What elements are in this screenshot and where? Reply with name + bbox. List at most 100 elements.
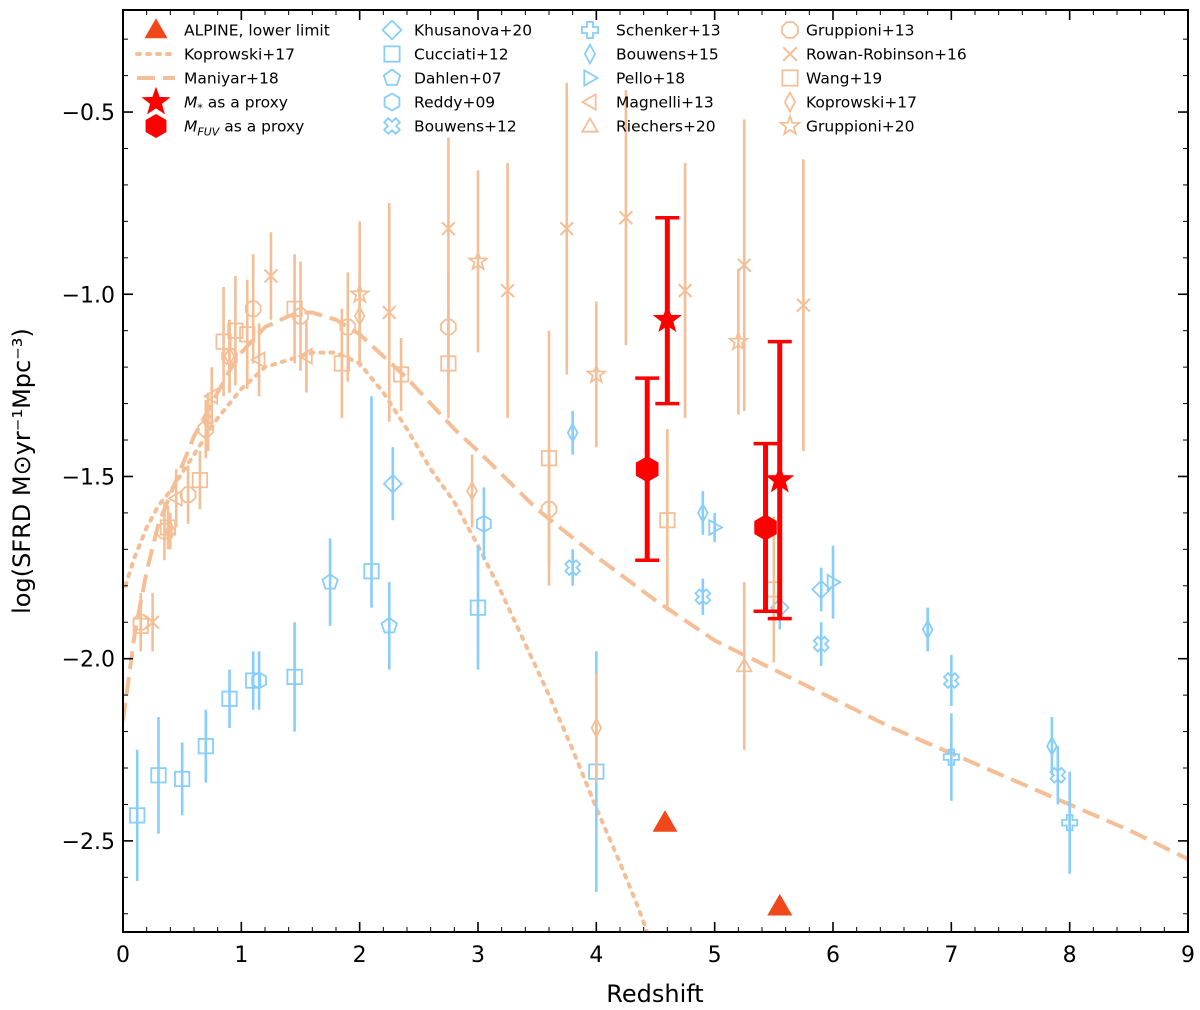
x-tick-label: 8 — [1063, 943, 1077, 968]
data-point — [348, 282, 371, 304]
data-point — [811, 579, 832, 600]
legend-label: M* as a proxy — [184, 94, 288, 115]
data-point — [339, 318, 357, 336]
data-point — [1061, 814, 1079, 832]
legend-marker — [382, 68, 402, 86]
legend-label: Rowan-Robinson+16 — [806, 46, 967, 64]
data-point — [769, 597, 790, 618]
x-tick-label: 1 — [234, 943, 248, 968]
data-point — [694, 588, 712, 606]
data-point — [826, 573, 843, 591]
data-point — [197, 738, 214, 755]
legend-marker — [781, 21, 799, 39]
legend-label: Bouwens+12 — [414, 118, 517, 136]
axes: 0 1 2 3 4 5 6 7 8 9 −2.5 −2.0 −1.5 −1.0 −0.5 — [62, 10, 1195, 968]
legend-marker — [580, 116, 600, 133]
data-point — [150, 767, 167, 784]
y-tick-label: −0.5 — [62, 101, 115, 126]
legend-label: Koprowski+17 — [184, 46, 295, 64]
x-tick-label: 5 — [708, 943, 722, 968]
data-point — [292, 307, 309, 325]
data-point — [708, 518, 724, 537]
legend-marker — [781, 69, 799, 87]
legend-label: Bouwens+15 — [616, 46, 719, 64]
legend-label: ALPINE, lower limit — [184, 22, 330, 40]
data-point — [321, 573, 339, 590]
x-tick-label: 9 — [1181, 943, 1195, 968]
model-curves — [123, 310, 1188, 932]
data-point — [202, 387, 219, 406]
alpine-lower-limit — [767, 893, 793, 916]
y-tick-label: −1.5 — [62, 465, 115, 490]
legend-label-rest: as a proxy — [203, 94, 288, 112]
data-point — [250, 351, 266, 369]
x-tick-label: 7 — [944, 943, 958, 968]
data-point — [174, 770, 191, 788]
legend-label: Reddy+09 — [414, 94, 495, 112]
data-point — [297, 347, 313, 366]
data-point — [382, 473, 403, 494]
series-pello-18 — [708, 512, 843, 619]
x-tick-label: 2 — [353, 943, 367, 968]
legend-marker — [580, 92, 597, 112]
legend-label: MFUV as a proxy — [184, 118, 304, 139]
legend-marker — [381, 19, 403, 41]
data-point — [202, 411, 215, 433]
legend-marker — [383, 45, 401, 63]
data-point — [392, 366, 410, 383]
x-axis-title: Redshift — [606, 980, 703, 1008]
series-gruppioni-20 — [348, 170, 750, 448]
x-tick-label: 3 — [471, 943, 485, 968]
legend-marker — [141, 86, 171, 115]
legend-label: Schenker+13 — [616, 22, 721, 40]
legend-label-main: M — [184, 118, 197, 136]
legend-marker — [144, 18, 168, 39]
legend-label: Cucciati+12 — [414, 46, 509, 64]
alpine-m-as-a-proxy — [652, 215, 795, 621]
legend-marker — [783, 90, 797, 114]
data-point — [540, 450, 558, 467]
data-point — [221, 690, 238, 707]
legend-marker — [583, 68, 600, 88]
alpine-points — [635, 215, 795, 916]
data-point — [812, 635, 830, 653]
legend-marker — [583, 42, 597, 66]
legend-marker — [581, 21, 599, 39]
x-tick-label: 6 — [826, 943, 840, 968]
y-tick-label: −2.5 — [62, 830, 115, 855]
legend-label: Riechers+20 — [616, 118, 716, 136]
data-point — [500, 283, 515, 298]
data-point — [659, 512, 676, 529]
legend-label: Magnelli+13 — [616, 94, 714, 112]
data-point — [363, 563, 380, 580]
data-point — [1046, 735, 1058, 757]
data-point — [382, 305, 397, 320]
data-point — [677, 283, 693, 298]
data-point — [466, 480, 478, 502]
legend-label: Gruppioni+13 — [806, 22, 915, 40]
data-point — [263, 268, 279, 284]
data-point — [164, 520, 177, 542]
alpine-lower-limit — [652, 810, 678, 832]
data-point — [191, 472, 209, 489]
legend-marker — [778, 113, 802, 137]
data-point — [380, 616, 398, 634]
legend: ALPINE, lower limit Koprowski+17 Maniyar+1… — [135, 18, 967, 139]
legend-label: Pello+18 — [616, 70, 685, 88]
curve-maniyar-18 — [123, 310, 1188, 861]
series-reddy-09 — [251, 487, 492, 710]
legend-label-sub: FUV — [197, 126, 220, 139]
data-point — [179, 486, 197, 504]
data-points — [129, 82, 1079, 892]
legend-label: Maniyar+18 — [184, 70, 279, 88]
data-point — [697, 502, 709, 524]
data-point — [564, 558, 582, 577]
alpine-point — [754, 514, 777, 541]
x-tick-label: 0 — [116, 943, 130, 968]
legend-label: Khusanova+20 — [414, 22, 532, 40]
curve-koprowski-17 — [123, 350, 650, 932]
legend-label: Koprowski+17 — [806, 94, 917, 112]
data-point — [466, 249, 490, 272]
data-point — [942, 671, 960, 690]
